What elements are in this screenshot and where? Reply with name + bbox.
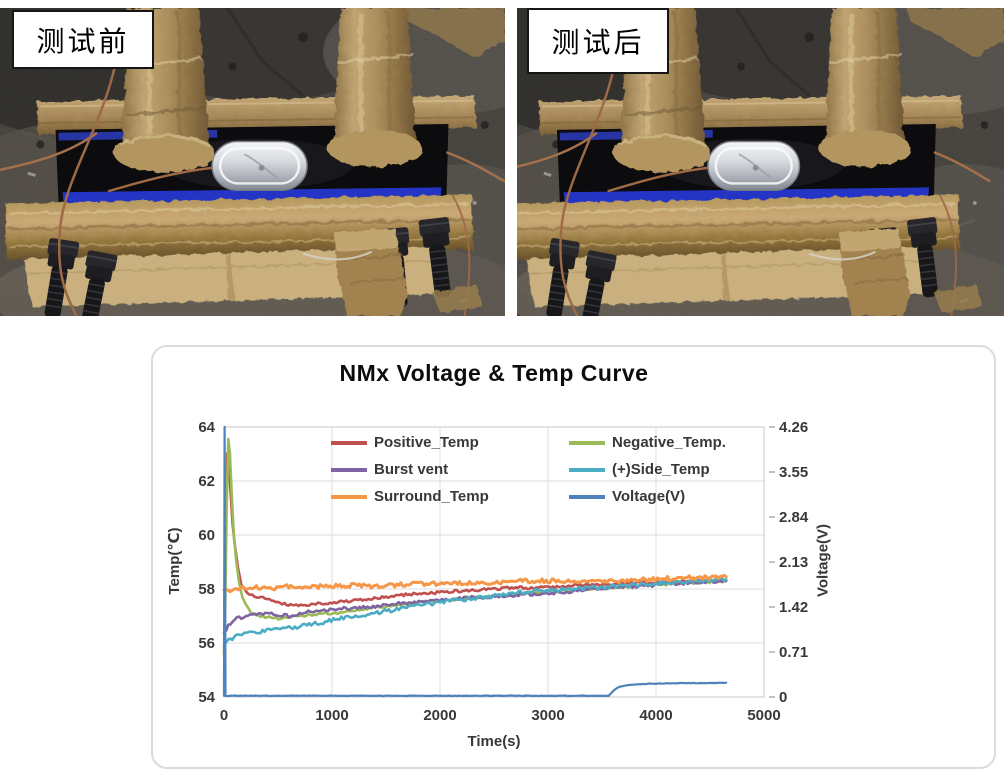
series-line-Surround_Temp bbox=[222, 574, 728, 594]
y-right-tick-label: 1.42 bbox=[779, 599, 808, 616]
legend-item-Voltage(V): Voltage(V) bbox=[569, 485, 726, 508]
series-line-Voltage(V) bbox=[222, 425, 728, 698]
x-tick-label: 4000 bbox=[639, 707, 672, 724]
series-line-(+)Side_Temp bbox=[222, 576, 728, 646]
legend-label: Negative_Temp. bbox=[612, 434, 726, 451]
battery-cell bbox=[107, 140, 308, 193]
white-wire bbox=[808, 250, 876, 261]
photo-label-before-text: 测试前 bbox=[36, 25, 130, 57]
photo-label-after-text: 测试后 bbox=[551, 27, 645, 58]
y-right-tick-label: 2.84 bbox=[779, 509, 809, 526]
legend-swatch bbox=[569, 467, 605, 472]
copper-wire-right bbox=[933, 151, 991, 183]
legend-label: Positive_Temp bbox=[374, 434, 479, 451]
y-right-tick-label: 2.13 bbox=[779, 554, 808, 571]
legend-item-Positive_Temp: Positive_Temp bbox=[331, 431, 569, 454]
legend-item-Negative_Temp.: Negative_Temp. bbox=[569, 431, 726, 454]
copper-wire-long bbox=[57, 41, 121, 316]
y-left-tick-label: 64 bbox=[198, 419, 215, 436]
y-left-tick-label: 54 bbox=[198, 689, 215, 706]
legend-swatch bbox=[331, 494, 367, 499]
legend-item-(+)Side_Temp: (+)Side_Temp bbox=[569, 458, 726, 481]
y-axis-title-right: Voltage(V) bbox=[814, 523, 832, 598]
thermocouple-wire bbox=[107, 166, 213, 193]
x-tick-label: 1000 bbox=[315, 707, 348, 724]
y-left-tick-label: 62 bbox=[198, 473, 215, 490]
chart-title: NMx Voltage & Temp Curve bbox=[339, 360, 649, 386]
legend-swatch bbox=[569, 494, 605, 499]
y-right-tick-label: 4.26 bbox=[779, 419, 808, 436]
legend-label: (+)Side_Temp bbox=[612, 461, 710, 478]
x-tick-label: 0 bbox=[220, 707, 228, 724]
y-left-tick-label: 56 bbox=[198, 635, 215, 652]
tape-strip-floor bbox=[333, 228, 409, 316]
test-fixture-photo bbox=[0, 8, 505, 316]
thermocouple-wire bbox=[607, 166, 709, 193]
y-left-tick-label: 60 bbox=[198, 527, 215, 544]
photo-label-after: 测试后 bbox=[527, 8, 669, 74]
tape-scrap-bottom-right bbox=[432, 284, 483, 314]
right-post bbox=[818, 8, 911, 167]
y-axis-title-left: Temp(℃) bbox=[166, 527, 183, 595]
y-right-tick-label: 3.55 bbox=[779, 464, 808, 481]
tape-strip-floor bbox=[838, 228, 911, 316]
legend-swatch bbox=[331, 467, 367, 472]
x-axis-title: Time(s) bbox=[467, 733, 521, 750]
y-right-tick-label: 0 bbox=[779, 689, 787, 706]
photo-after-test: 测试后 bbox=[517, 8, 1004, 316]
legend-label: Voltage(V) bbox=[612, 488, 686, 505]
series-line-Positive_Temp bbox=[223, 452, 728, 611]
test-fixture-photo bbox=[517, 8, 1004, 316]
battery-cell bbox=[607, 140, 801, 193]
photo-label-before: 测试前 bbox=[12, 10, 154, 69]
copper-wire-right bbox=[445, 151, 505, 183]
legend-swatch bbox=[331, 440, 367, 445]
white-wire bbox=[302, 250, 373, 261]
right-post bbox=[327, 8, 423, 167]
chart-legend: Positive_Temp Negative_Temp. Burst vent (+)… bbox=[331, 431, 726, 508]
y-left-tick-label: 58 bbox=[198, 581, 215, 598]
copper-wire-long bbox=[559, 41, 620, 316]
photo-before-test: 测试前 bbox=[0, 8, 505, 316]
legend-label: Surround_Temp bbox=[374, 488, 489, 505]
tape-scrap-bottom-right bbox=[933, 284, 983, 314]
test-fixture bbox=[517, 8, 991, 316]
x-tick-label: 5000 bbox=[747, 707, 780, 724]
legend-label: Burst vent bbox=[374, 461, 449, 478]
legend-item-Surround_Temp: Surround_Temp bbox=[331, 485, 569, 508]
y-right-tick-label: 0.71 bbox=[779, 644, 808, 661]
test-fixture bbox=[0, 8, 505, 316]
tape-scrap-top-right bbox=[404, 8, 505, 57]
chart-card: NMx Voltage & Temp Curve 54 56 58 60 62 64 0 10… bbox=[151, 345, 996, 769]
legend-item-Burst-vent: Burst vent bbox=[331, 458, 569, 481]
tape-scrap-top-right bbox=[906, 8, 1004, 57]
x-tick-label: 3000 bbox=[531, 707, 564, 724]
legend-swatch bbox=[569, 440, 605, 445]
x-tick-label: 2000 bbox=[423, 707, 456, 724]
